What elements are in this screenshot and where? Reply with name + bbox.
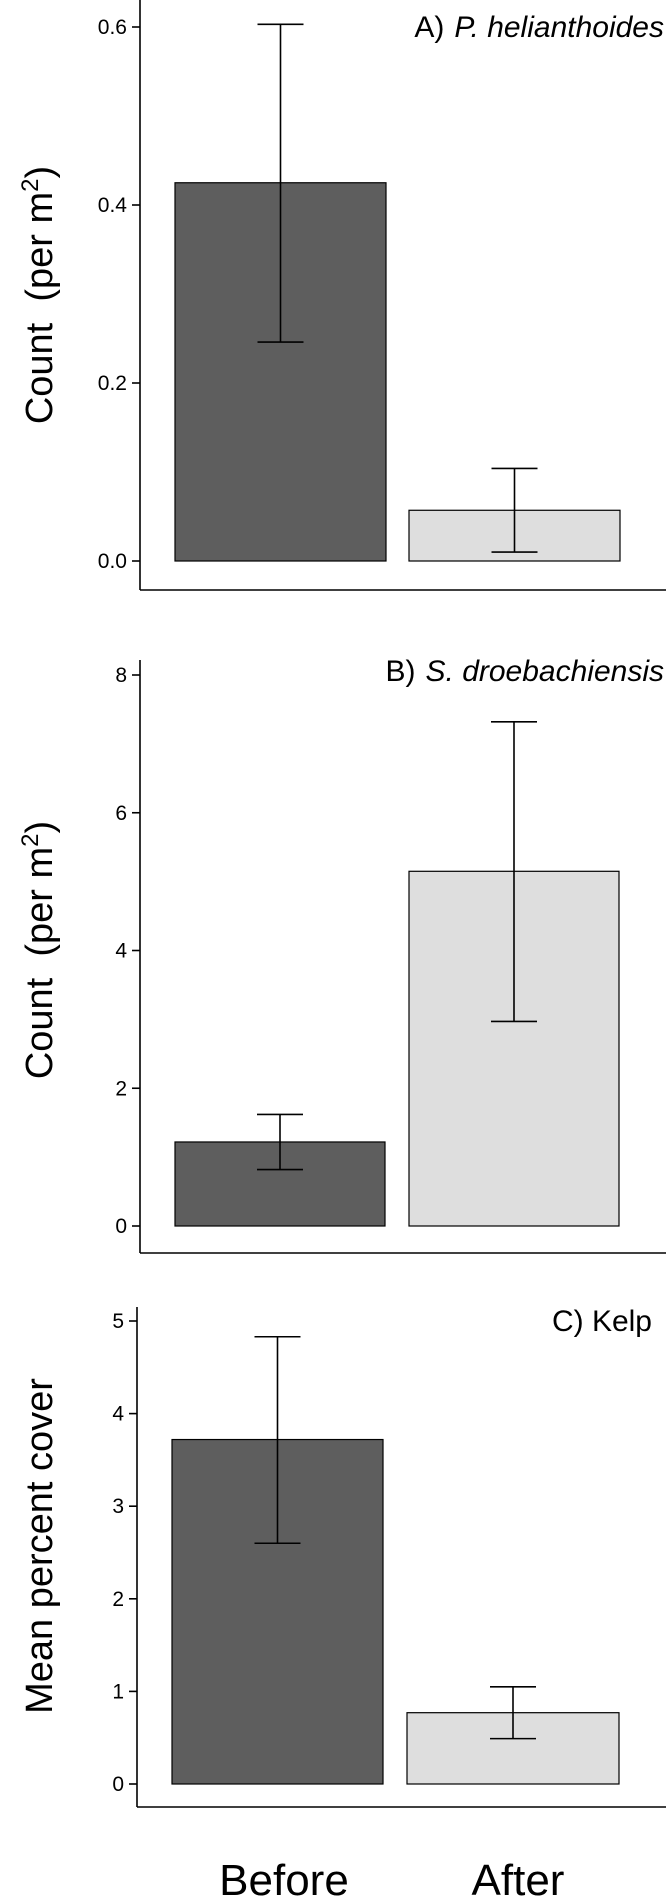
panel-a-title-letter: A)	[414, 11, 444, 44]
panel-b-ytick-label: 0	[115, 1215, 127, 1238]
x-category-before: Before	[219, 1856, 349, 1903]
panel-b-title-species: S. droebachiensis	[426, 655, 664, 688]
panel-c-title: C) Kelp	[552, 1305, 652, 1338]
panel-b-errorbar-before	[257, 1113, 303, 1171]
panel-a-title: A) P. helianthoides	[414, 11, 664, 44]
panel-c-title-letter: C) Kelp	[552, 1305, 652, 1338]
panel-c-ytick-label: 1	[112, 1680, 124, 1703]
x-category-after: After	[472, 1856, 565, 1903]
panel-b-y-axis-label: Count (per m2)	[17, 821, 61, 1079]
panel-c-ytick-label: 3	[112, 1495, 124, 1518]
panel-c: 0 1 2 3 4 5 C) Kelp Mean percent cover	[19, 1305, 666, 1808]
panel-b-title-letter: B)	[386, 655, 416, 688]
panel-b-title: B) S. droebachiensis	[386, 655, 664, 688]
panel-a-ytick-label: 0.0	[98, 550, 127, 573]
panel-b-errorbar-after	[491, 721, 537, 1023]
panel-a-ytick-label: 0.2	[98, 372, 127, 395]
panel-a-errorbar-before	[257, 23, 304, 343]
panel-a: 0.0 0.2 0.4 0.6 A) P. helianthoides Count (per…	[17, 0, 666, 591]
chart-panels: 0.0 0.2 0.4 0.6 A) P. helianthoides Count (per…	[17, 0, 666, 1808]
panel-a-y-axis-label: Count (per m2)	[17, 166, 61, 424]
panel-c-ytick-label: 2	[112, 1588, 124, 1611]
panel-a-ytick-label: 0.6	[98, 16, 127, 39]
panel-c-ytick-label: 0	[112, 1773, 124, 1796]
panel-b-ytick-label: 8	[115, 664, 127, 687]
panel-b-ytick-label: 2	[115, 1077, 127, 1100]
panel-b: 0 2 4 6 8 B) S. droebachiensis Count (per m2)	[17, 655, 666, 1254]
panel-b-ytick-label: 6	[115, 802, 127, 825]
panel-a-title-species: P. helianthoides	[454, 11, 664, 44]
panel-c-errorbar-after	[490, 1685, 536, 1740]
x-category-labels: Before After	[219, 1856, 564, 1903]
panel-a-ytick-label: 0.4	[98, 194, 128, 217]
panel-b-ytick-label: 4	[115, 940, 127, 963]
panel-c-ytick-label: 5	[112, 1310, 124, 1333]
panel-c-y-axis-label: Mean percent cover	[19, 1378, 61, 1714]
panel-c-errorbar-before	[254, 1335, 301, 1545]
panel-a-errorbar-after	[491, 467, 538, 553]
panel-c-ytick-label: 4	[112, 1403, 124, 1426]
